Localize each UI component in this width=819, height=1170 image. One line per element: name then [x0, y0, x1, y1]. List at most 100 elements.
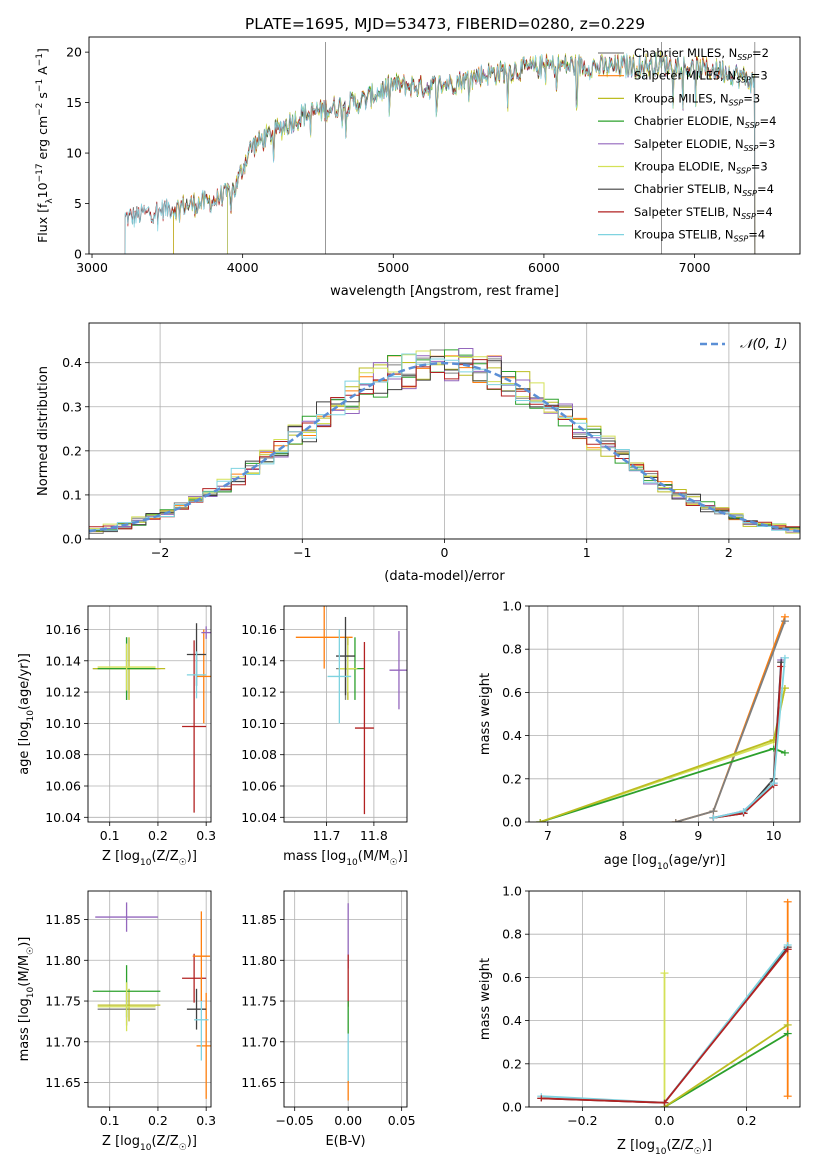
x-tick-label: −0.05 [276, 1113, 314, 1128]
legend-text: Chabrier ELODIE, N [634, 114, 745, 128]
x-tick-label: 0.0 [655, 1113, 675, 1128]
y-tick-label: 0.4 [502, 728, 522, 743]
y-tick-label: 0 [74, 247, 82, 262]
label-part: Z [log [617, 1138, 655, 1153]
legend-text: Kroupa STELIB, N [634, 228, 734, 242]
y-tick-label: 10.12 [241, 685, 277, 700]
y-tick-label: 10.12 [45, 685, 81, 700]
figure-title: PLATE=1695, MJD=53473, FIBERID=0280, z=0… [245, 15, 645, 33]
legend-tail: =4 [760, 114, 777, 128]
legend-sub: SSP [744, 144, 759, 153]
weight-vs-Z-xlabel: Z [log10(Z/Z☉)] [617, 1138, 712, 1157]
x-tick-label: 0.00 [334, 1113, 362, 1128]
x-tick-label: 9 [694, 828, 702, 843]
label-part: 10 [657, 862, 669, 872]
label-part: erg cm [35, 116, 50, 164]
spectrum-series-chabrier-stelib [124, 54, 756, 254]
label-part: (Z/Z [151, 849, 178, 864]
legend-label: Kroupa ELODIE, NSSP=3 [634, 160, 768, 176]
label-part: age [log [17, 722, 32, 775]
weight-line-chabrier-elodie [540, 747, 786, 822]
label-part: (age/yr)] [17, 653, 32, 710]
label-part: mass [log [283, 849, 346, 864]
legend-text: Kroupa MILES, N [634, 91, 729, 105]
legend-sub: SSP [734, 235, 749, 244]
label-part: ☉ [179, 858, 187, 868]
age-vs-mass-panel: 11.7 11.8 10.04 10.06 10.08 10.10 10.12 10.14 10… [241, 605, 408, 868]
data-layer [529, 606, 800, 822]
label-part: 10 [26, 986, 36, 998]
weight-line-salpeter-elodie [713, 659, 783, 819]
mass-vs-Z-plot-area: 0.1 0.2 0.3 11.65 11.70 11.75 11.80 11.85 [45, 890, 216, 1128]
legend-tail: =4 [748, 228, 765, 242]
y-tick-label: 10.16 [241, 622, 277, 637]
x-tick-label: 0.3 [196, 828, 216, 843]
legend-label: Chabrier STELIB, NSSP=4 [634, 182, 774, 198]
label-part: 10 [655, 1147, 667, 1157]
y-tick-label: 0.3 [62, 399, 82, 414]
mass-vs-ebv-xlabel: E(B-V) [325, 1134, 365, 1149]
legend-text: Salpeter MILES, N [634, 69, 736, 83]
data-layer [89, 323, 800, 539]
age-vs-Z-plot-area: 0.1 0.2 0.3 10.04 10.06 10.08 10.10 10.12 10.14 1… [45, 605, 216, 843]
x-tick-label: 11.7 [313, 828, 341, 843]
legend-sub: SSP [745, 121, 760, 130]
spectrum-series-kroupa-stelib [124, 52, 756, 254]
x-tick-label: 0.05 [388, 1113, 416, 1128]
y-tick-label: 11.85 [45, 912, 81, 927]
x-tick-label: 0.3 [196, 1113, 216, 1128]
legend-sub: SSP [736, 167, 751, 176]
age-vs-Z-xlabel: Z [log10(Z/Z☉)] [102, 849, 197, 868]
age-vs-Z-panel: 0.1 0.2 0.3 10.04 10.06 10.08 10.10 10.12 10.14 1… [17, 605, 216, 868]
label-part: −2 [35, 103, 45, 116]
legend-label: Salpeter ELODIE, NSSP=3 [634, 137, 775, 153]
label-part: (M/M [358, 849, 390, 864]
legend-text: Chabrier STELIB, N [634, 182, 742, 196]
x-tick-label: −1 [293, 545, 311, 560]
spectrum-ylabel: Flux [fλ10−17 erg cm−2 s−1 A−1] [35, 48, 55, 243]
y-tick-label: 11.75 [45, 994, 81, 1009]
x-tick-label: −2 [151, 545, 169, 560]
axes-frame [88, 36, 801, 255]
legend-label: Salpeter MILES, NSSP=3 [634, 69, 768, 85]
y-tick-label: 11.80 [241, 953, 277, 968]
x-tick-label: 0.1 [100, 828, 120, 843]
y-tick-label: 11.70 [241, 1034, 277, 1049]
legend-label: Kroupa STELIB, NSSP=4 [634, 228, 765, 244]
axes-frame [283, 605, 408, 823]
axes-frame [88, 322, 801, 540]
residuals-ylabel: Normed distribution [36, 366, 51, 496]
y-tick-label: 0.2 [62, 443, 82, 458]
y-tick-label: 0.2 [502, 771, 522, 786]
axes-frame [87, 890, 212, 1108]
spectrum-xlabel: wavelength [Angstrom, rest frame] [330, 284, 559, 299]
label-part: s [35, 92, 50, 103]
x-tick-label: −0.2 [567, 1113, 597, 1128]
weight-line-kroupa-stelib [713, 657, 786, 819]
y-tick-label: 11.65 [241, 1075, 277, 1090]
weight-line-kroupa-elodie [540, 687, 786, 822]
residuals-plot-area: −2 −1 0 1 2 0.0 0.1 0.2 0.3 0.4 [62, 322, 801, 560]
weight-vs-age-ylabel: mass weight [478, 673, 493, 755]
weight-line-chabrier-elodie [664, 1032, 789, 1107]
x-tick-label: 7 [544, 828, 552, 843]
y-tick-label: 10.16 [45, 622, 81, 637]
weight-line-salpeter-stelib [713, 666, 783, 819]
spectrum-series-chabrier-elodie [227, 53, 756, 254]
age-vs-mass-xlabel: mass [log10(M/M☉)] [283, 849, 408, 868]
y-tick-label: 5 [74, 196, 82, 211]
y-tick-label: 11.70 [45, 1034, 81, 1049]
legend-tail: =3 [751, 69, 768, 83]
mass-vs-Z-xlabel: Z [log10(Z/Z☉)] [102, 1134, 197, 1153]
label-part: 10 [35, 182, 50, 198]
label-part: ☉ [694, 1147, 702, 1157]
y-tick-label: 10.04 [241, 810, 277, 825]
label-part: Z [log [102, 1134, 140, 1149]
age-vs-Z-ylabel: age [log10(age/yr)] [17, 653, 36, 775]
x-tick-label: 0.2 [148, 828, 168, 843]
x-tick-label: 0.2 [737, 1113, 757, 1128]
label-part: 10 [26, 710, 36, 722]
x-tick-label: 1 [583, 545, 591, 560]
